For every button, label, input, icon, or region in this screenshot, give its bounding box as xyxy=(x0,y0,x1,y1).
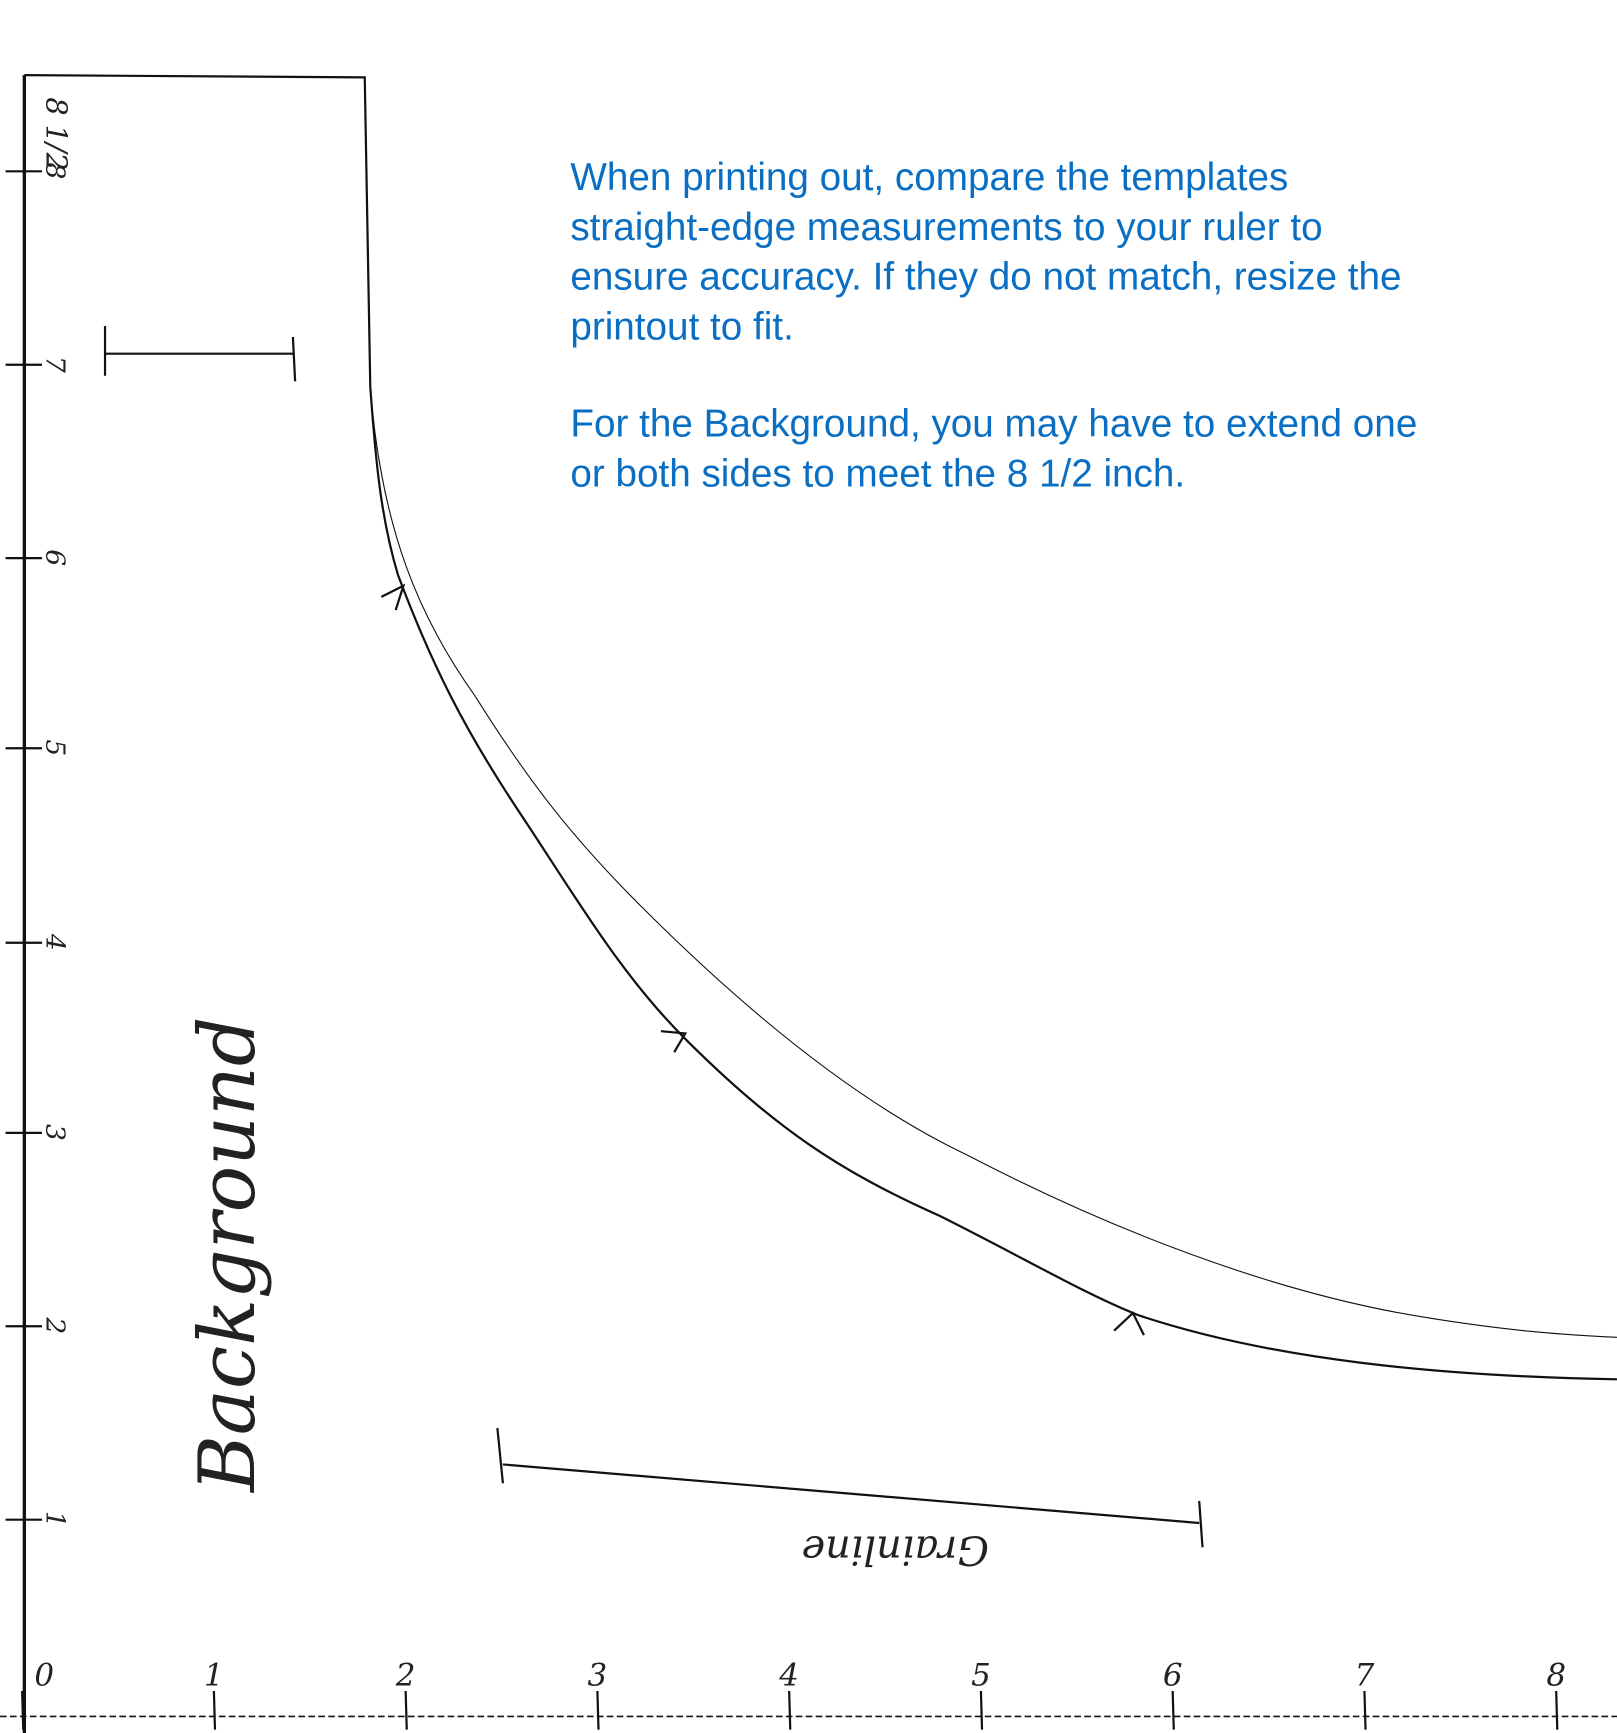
bottom-tick xyxy=(212,1690,217,1730)
bottom-tick-label: 8 xyxy=(1546,1657,1566,1693)
seam-line xyxy=(369,386,1617,1381)
bottom-tick xyxy=(21,1690,25,1730)
left-tick-label: 8 xyxy=(39,162,70,179)
bottom-tick xyxy=(1171,1690,1175,1730)
left-tick-label: 5 xyxy=(39,739,70,756)
top-measure: 8 1/2 xyxy=(39,97,73,171)
instruction-line: ensure accuracy. If they do not match, r… xyxy=(570,256,1401,299)
left-tick-label: 1 xyxy=(39,1511,70,1528)
bottom-tick-label: 6 xyxy=(1163,1657,1183,1693)
grainline-label: Grainline xyxy=(802,1526,989,1572)
short-bar xyxy=(103,326,297,382)
piece-label: Background xyxy=(183,1017,273,1494)
bottom-tick-label: 0 xyxy=(34,1657,54,1693)
left-tick-label: 4 xyxy=(39,933,70,951)
bottom-tick xyxy=(596,1690,600,1730)
left-tick-label: 2 xyxy=(39,1316,70,1334)
left-tick-label: 7 xyxy=(39,356,70,373)
bottom-tick xyxy=(404,1690,408,1730)
grainline-bar xyxy=(496,1427,1204,1548)
bottom-tick-label: 2 xyxy=(395,1657,416,1693)
left-tick-label: 6 xyxy=(39,549,70,566)
bottom-tick xyxy=(788,1690,792,1730)
instruction-line: When printing out, compare the templates xyxy=(570,156,1288,199)
bottom-tick xyxy=(1555,1690,1559,1730)
bottom-tick-label: 7 xyxy=(1355,1657,1375,1693)
top-edge xyxy=(24,74,372,387)
instruction-line: straight-edge measurements to your ruler… xyxy=(570,206,1322,249)
bottom-tick-label: 5 xyxy=(971,1657,991,1693)
left-tick-label: 3 xyxy=(39,1124,70,1141)
bottom-tick-label: 1 xyxy=(204,1657,224,1693)
instruction-line: or both sides to meet the 8 1/2 inch. xyxy=(570,452,1185,495)
arrows xyxy=(380,583,1145,1336)
instruction-line: For the Background, you may have to exte… xyxy=(570,403,1417,446)
instructions: When printing out, compare the templates… xyxy=(570,156,1417,495)
cut-line xyxy=(369,386,1617,1338)
rulers: 8 7 6 5 4 3 2 1 0 1 2 3 4 5 6 7 8 xyxy=(5,162,1566,1730)
bottom-tick-label: 3 xyxy=(588,1657,608,1693)
bottom-tick-label: 4 xyxy=(778,1657,799,1693)
instruction-line: printout to fit. xyxy=(570,305,794,348)
bottom-tick xyxy=(979,1690,984,1730)
bottom-tick xyxy=(1363,1690,1367,1730)
